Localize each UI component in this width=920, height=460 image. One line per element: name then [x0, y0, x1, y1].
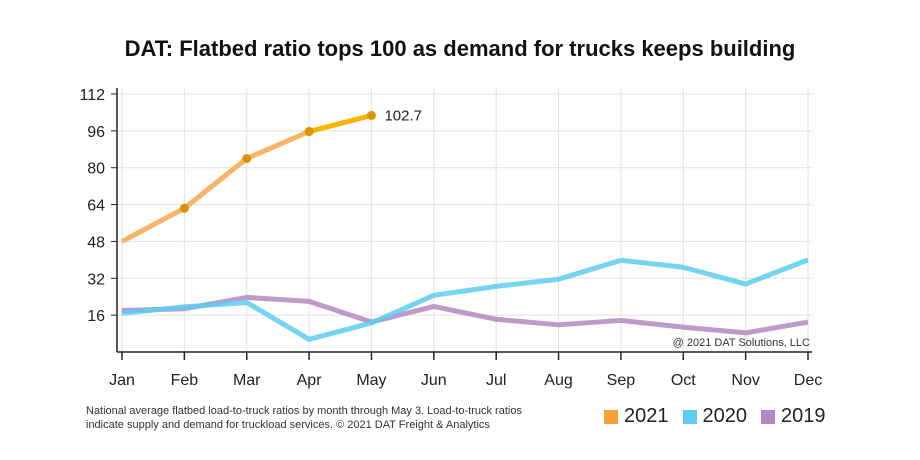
- legend-swatch: [761, 409, 775, 424]
- series-line-2021: [120, 129, 311, 244]
- x-tick-label: Jul: [486, 372, 506, 389]
- data-point-2021: [179, 203, 189, 213]
- y-tick-label: 112: [79, 87, 105, 104]
- y-tick-label: 64: [87, 198, 105, 215]
- x-tick-label: Feb: [171, 372, 199, 389]
- legend-item-2019: 2019: [761, 405, 826, 428]
- data-point-2021: [304, 127, 314, 137]
- series-line-2019: [121, 294, 809, 336]
- chart-footnote: National average flatbed load-to-truck r…: [86, 405, 522, 431]
- data-point-2021: [366, 110, 376, 120]
- legend-swatch: [682, 409, 697, 424]
- chart-title: DAT: Flatbed ratio tops 100 as demand fo…: [124, 36, 796, 61]
- x-tick-label: Dec: [794, 372, 822, 389]
- legend-item-2020: 2020: [682, 405, 748, 428]
- x-tick-label: May: [356, 372, 386, 389]
- x-tick-label: Sep: [607, 372, 636, 389]
- x-tick-label: Mar: [233, 372, 261, 389]
- legend: 2021 2020 2019: [604, 405, 826, 428]
- x-tick-label: Jan: [109, 372, 135, 389]
- y-tick-label: 16: [87, 308, 105, 325]
- x-tick-label: Apr: [297, 372, 323, 389]
- x-tick-label: Jun: [421, 372, 447, 389]
- legend-label: 2019: [781, 405, 826, 427]
- legend-label: 2020: [702, 405, 748, 427]
- x-tick-label: Aug: [544, 372, 572, 389]
- data-point-2021: [242, 154, 252, 163]
- legend-item-2021: 2021: [604, 405, 669, 428]
- y-tick-label: 80: [87, 161, 105, 178]
- legend-label: 2021: [624, 405, 669, 427]
- y-tick-label: 96: [87, 124, 105, 141]
- copyright-text: @ 2021 DAT Solutions, LLC: [673, 337, 810, 349]
- legend-swatch: [604, 409, 618, 424]
- series-line-2020: [121, 257, 809, 342]
- x-tick-label: Oct: [671, 372, 696, 389]
- series-line-2021-latest: [308, 113, 373, 134]
- y-tick-label: 48: [87, 234, 105, 251]
- data-label: 102.7: [384, 107, 422, 124]
- x-tick-label: Nov: [731, 372, 759, 389]
- y-tick-label: 32: [87, 271, 105, 288]
